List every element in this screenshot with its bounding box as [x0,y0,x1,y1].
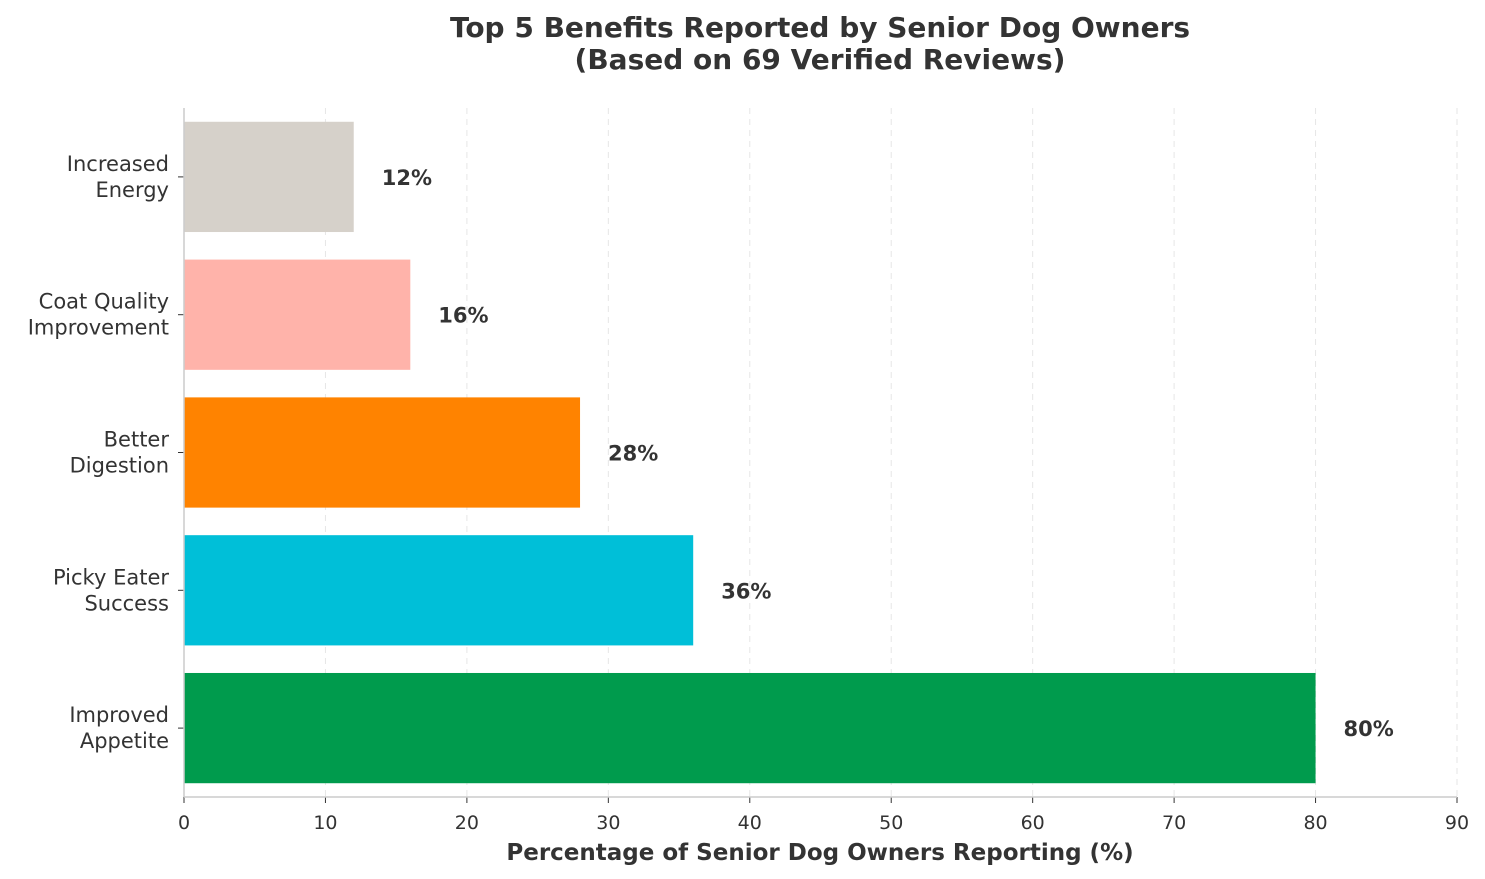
x-axis-title: Percentage of Senior Dog Owners Reportin… [506,840,1133,866]
category-label: Picky Eater [53,565,169,589]
bar [184,121,354,233]
x-tick-label: 10 [313,812,337,834]
chart-title: Top 5 Benefits Reported by Senior Dog Ow… [450,11,1190,44]
category-label: Success [84,591,169,615]
grid-lines [324,108,1458,797]
category-label: Improved [69,703,169,727]
x-tick-label: 80 [1303,812,1327,834]
x-tick-label: 20 [455,812,479,834]
x-tick-label: 90 [1445,812,1469,834]
x-tick-label: 40 [738,812,762,834]
bar [184,535,694,646]
x-tick-label: 0 [178,812,190,834]
x-tick-label: 70 [1162,812,1186,834]
bar [184,672,1316,784]
category-label: Coat Quality [39,290,169,314]
x-tick-label: 30 [596,812,620,834]
bar [184,397,581,508]
x-ticks-group: 0 10 20 30 40 50 60 70 80 90 [178,797,1469,834]
chart-subtitle: (Based on 69 Verified Reviews) [575,43,1066,76]
data-label: 12% [382,166,432,190]
category-label: Better [104,428,170,452]
category-label: Increased [67,152,169,176]
bars-group [184,121,1316,784]
data-label: 16% [438,304,488,328]
category-label: Appetite [80,729,169,753]
category-label: Digestion [70,454,169,478]
data-label: 28% [608,442,658,466]
data-labels-group: 80% 36% 28% 16% 12% [382,166,1394,741]
bar [184,259,411,370]
category-label: Improvement [28,316,169,340]
data-label: 80% [1344,717,1394,741]
category-label: Energy [95,178,169,202]
data-label: 36% [721,579,771,603]
x-tick-label: 60 [1021,812,1045,834]
x-tick-label: 50 [879,812,903,834]
